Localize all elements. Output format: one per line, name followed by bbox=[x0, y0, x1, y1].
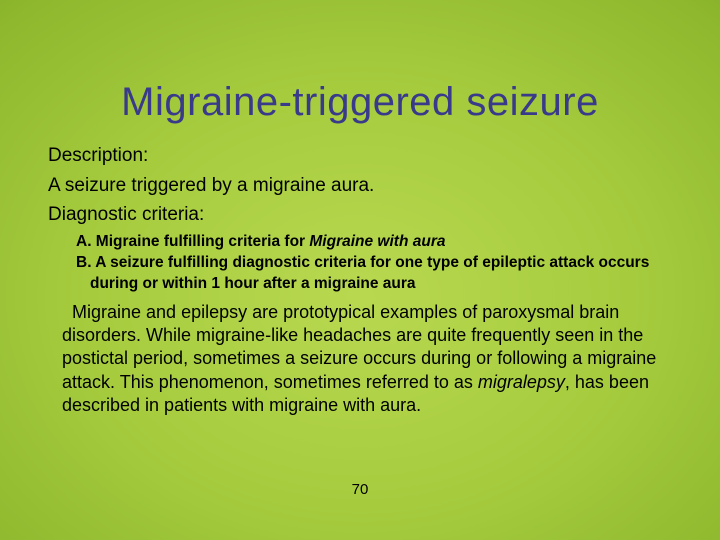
criteria-list: A. Migraine fulfilling criteria for Migr… bbox=[48, 232, 672, 295]
body-italic-term: migralepsy bbox=[478, 372, 565, 392]
criterion-a-italic: Migraine with aura bbox=[309, 233, 445, 250]
criterion-a-prefix: A. Migraine fulfilling criteria for bbox=[76, 233, 309, 250]
criterion-b-line2: during or within 1 hour after a migraine… bbox=[76, 274, 672, 295]
diagnostic-criteria-label: Diagnostic criteria: bbox=[48, 202, 672, 228]
body-paragraph: Migraine and epilepsy are prototypical e… bbox=[48, 301, 672, 418]
criterion-b-line1: B. A seizure fulfilling diagnostic crite… bbox=[76, 253, 672, 274]
slide-container: Migraine-triggered seizure Description: … bbox=[0, 0, 720, 540]
slide-title: Migraine-triggered seizure bbox=[48, 80, 672, 125]
description-text: A seizure triggered by a migraine aura. bbox=[48, 173, 672, 199]
page-number: 70 bbox=[0, 481, 720, 498]
description-label: Description: bbox=[48, 143, 672, 169]
criterion-a: A. Migraine fulfilling criteria for Migr… bbox=[76, 232, 672, 253]
